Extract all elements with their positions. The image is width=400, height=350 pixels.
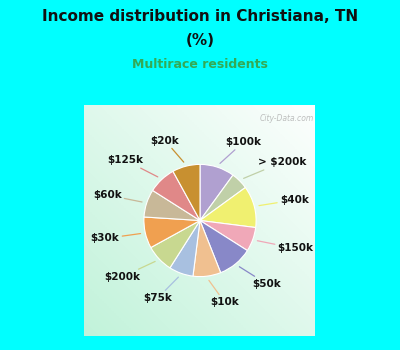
Wedge shape	[173, 164, 200, 220]
Wedge shape	[170, 220, 200, 276]
Text: $30k: $30k	[91, 233, 140, 244]
Text: $60k: $60k	[93, 190, 142, 202]
Text: $50k: $50k	[239, 267, 281, 289]
Wedge shape	[193, 220, 221, 276]
Wedge shape	[200, 220, 247, 273]
Text: $75k: $75k	[143, 277, 178, 303]
Text: City-Data.com: City-Data.com	[259, 114, 314, 122]
Text: Income distribution in Christiana, TN: Income distribution in Christiana, TN	[42, 9, 358, 24]
Wedge shape	[151, 220, 200, 268]
Text: $100k: $100k	[220, 137, 262, 163]
Text: $150k: $150k	[257, 241, 314, 253]
Text: Multirace residents: Multirace residents	[132, 58, 268, 71]
Wedge shape	[200, 220, 256, 251]
Text: $10k: $10k	[209, 280, 239, 307]
Wedge shape	[200, 175, 245, 220]
Wedge shape	[144, 217, 200, 247]
Wedge shape	[153, 172, 200, 220]
Wedge shape	[200, 188, 256, 228]
Text: $40k: $40k	[259, 195, 309, 205]
Text: (%): (%)	[186, 33, 214, 48]
Text: $200k: $200k	[104, 261, 155, 282]
Text: > $200k: > $200k	[244, 157, 307, 178]
Text: $125k: $125k	[108, 155, 158, 177]
Text: $20k: $20k	[151, 135, 184, 162]
Wedge shape	[200, 164, 233, 220]
Wedge shape	[144, 190, 200, 220]
